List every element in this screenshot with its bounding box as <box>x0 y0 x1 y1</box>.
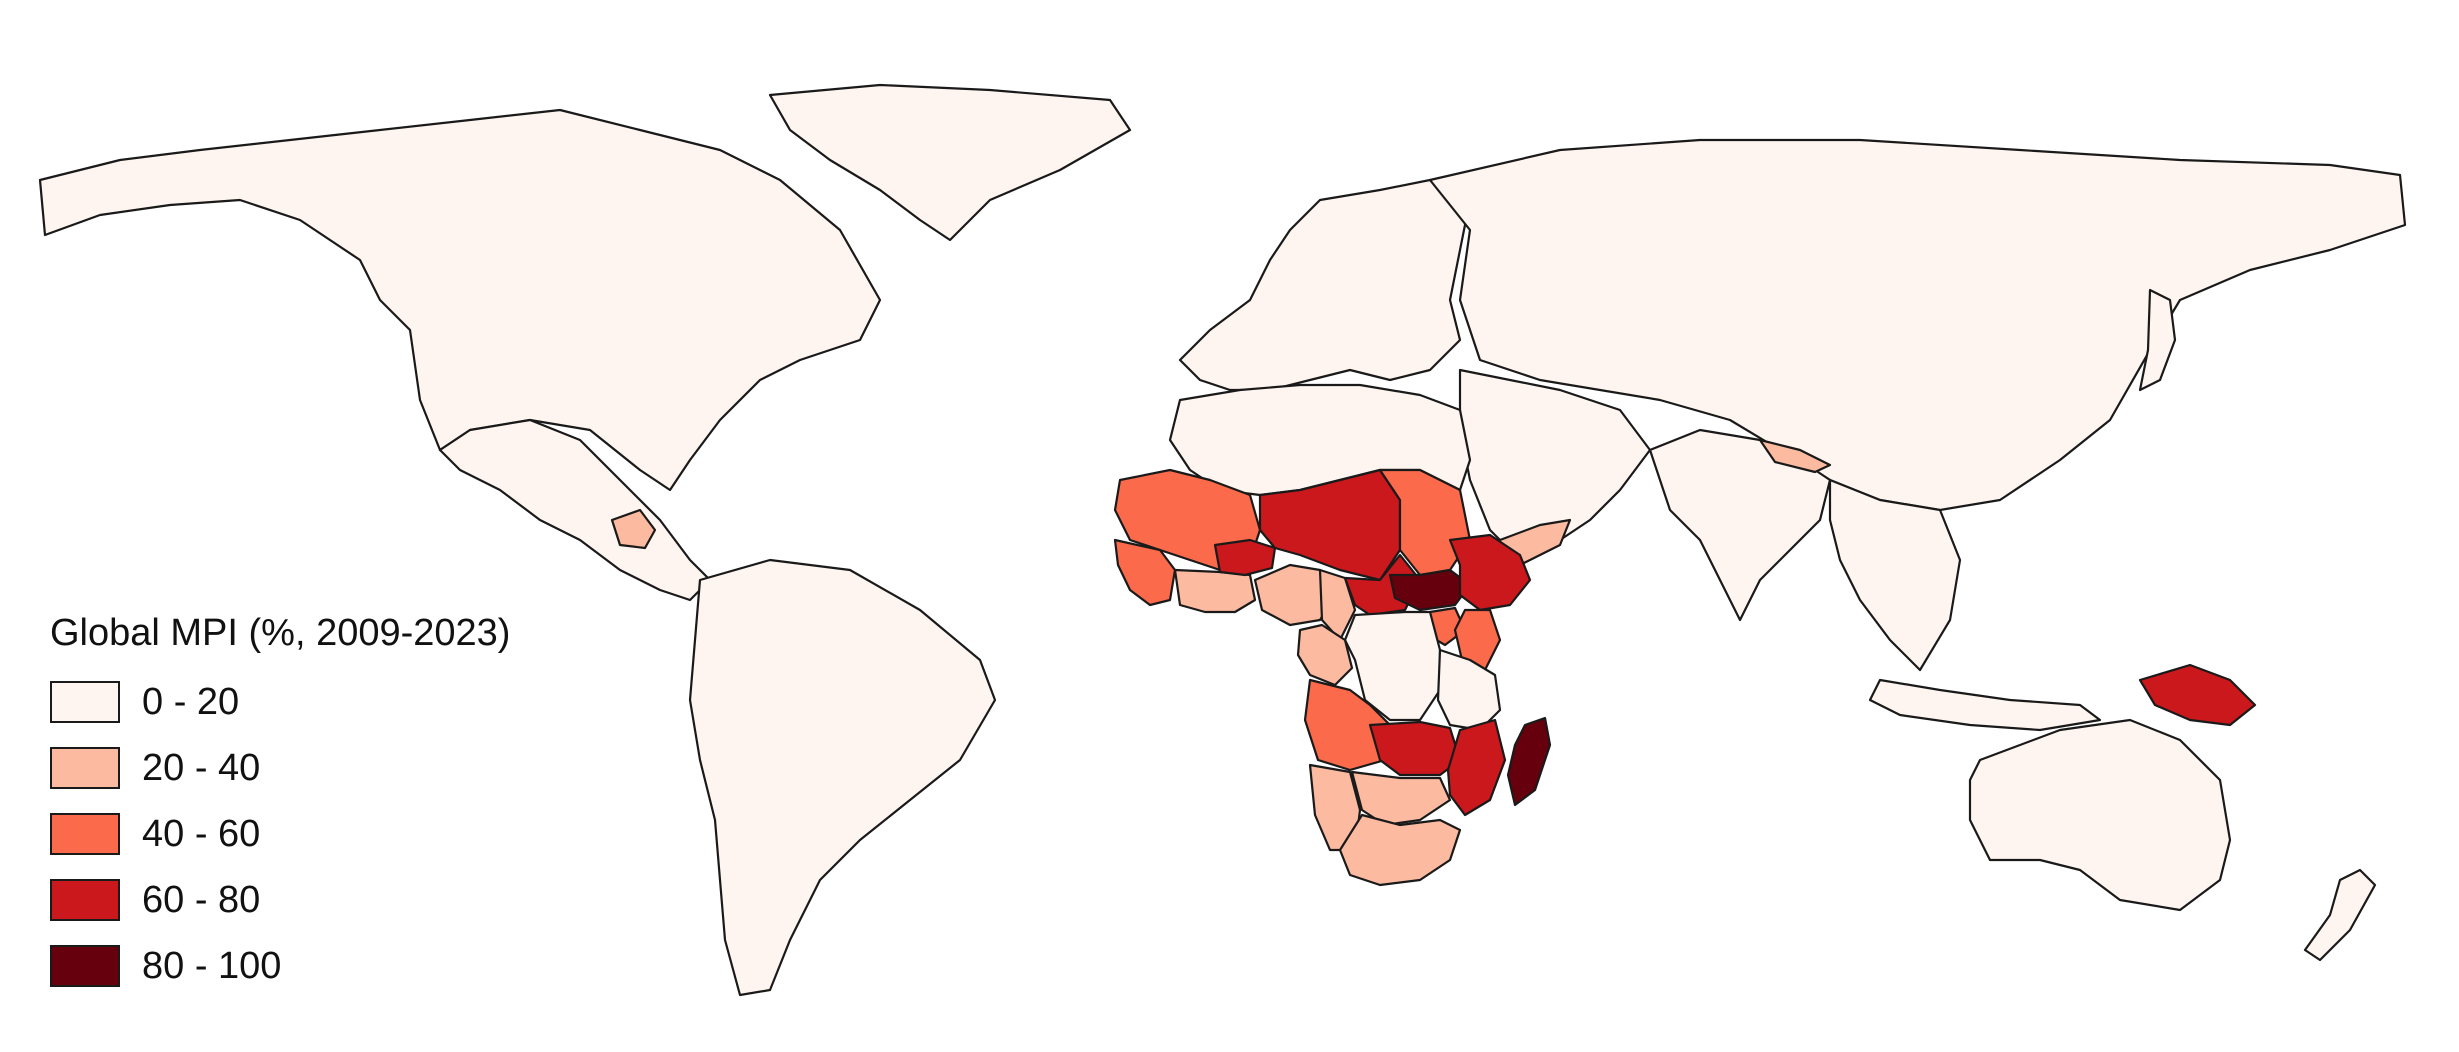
region-congo <box>1343 610 1442 722</box>
region-botswana-zimbabwe <box>1350 770 1452 827</box>
region-coastal-west-africa <box>1173 568 1257 614</box>
legend-label: 20 - 40 <box>142 746 261 789</box>
region-russia-asia <box>1428 138 2407 512</box>
legend-items: 0 - 20 20 - 40 40 - 60 60 - 80 80 - 100 <box>50 673 510 995</box>
legend-label: 80 - 100 <box>142 944 282 987</box>
region-south-africa <box>1338 813 1462 887</box>
legend-item: 0 - 20 <box>50 673 510 731</box>
legend-item: 80 - 100 <box>50 937 510 995</box>
legend-swatch <box>50 681 120 723</box>
region-papua-new-guinea <box>2138 663 2257 727</box>
region-guatemala <box>610 508 657 550</box>
region-south-america <box>688 558 997 997</box>
region-cameroon <box>1318 568 1357 642</box>
map-legend: Global MPI (%, 2009-2023) 0 - 20 20 - 40 4… <box>50 612 510 1003</box>
region-madagascar <box>1506 716 1552 807</box>
region-gabon-congo <box>1296 623 1354 687</box>
region-indonesia <box>1868 678 2102 732</box>
region-mozambique <box>1446 718 1507 817</box>
region-europe <box>1178 178 1472 392</box>
legend-swatch <box>50 879 120 921</box>
region-southeast-asia <box>1828 478 1962 672</box>
region-australia <box>1968 718 2232 912</box>
legend-label: 0 - 20 <box>142 680 240 723</box>
region-nepal <box>1758 438 1832 474</box>
legend-item: 20 - 40 <box>50 739 510 797</box>
region-greenland <box>768 83 1132 242</box>
region-burkina-faso <box>1213 538 1277 577</box>
legend-label: 40 - 60 <box>142 812 261 855</box>
legend-item: 40 - 60 <box>50 805 510 863</box>
legend-title: Global MPI (%, 2009-2023) <box>50 612 511 654</box>
region-japan <box>2138 288 2177 392</box>
region-new-zealand <box>2303 868 2377 962</box>
legend-swatch <box>50 747 120 789</box>
region-zambia-malawi <box>1368 720 1462 777</box>
legend-label: 60 - 80 <box>142 878 261 921</box>
region-tanzania <box>1436 648 1502 732</box>
region-west-coast <box>1113 538 1177 607</box>
legend-item: 60 - 80 <box>50 871 510 929</box>
region-north-america <box>38 108 882 492</box>
region-ethiopia <box>1448 533 1532 612</box>
legend-swatch <box>50 945 120 987</box>
legend-swatch <box>50 813 120 855</box>
region-niger-chad <box>1258 468 1402 582</box>
region-middle-east <box>1458 368 1652 562</box>
